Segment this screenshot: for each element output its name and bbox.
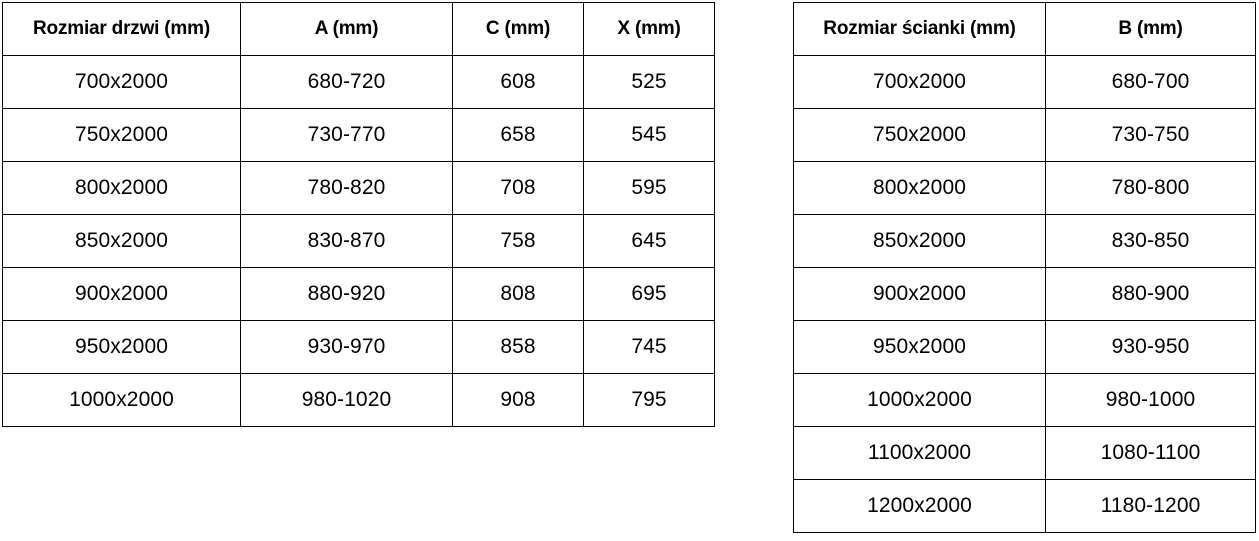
column-header-b: B (mm) [1045, 2, 1256, 56]
table-row: 750x2000 730-750 [793, 108, 1256, 162]
cell-x: 525 [583, 55, 715, 109]
cell-a: 880-920 [240, 267, 453, 321]
cell-b: 1080-1100 [1045, 426, 1256, 480]
table-row: 750x2000 730-770 658 545 [2, 108, 715, 162]
table-row: 950x2000 930-970 858 745 [2, 320, 715, 374]
cell-door-size: 700x2000 [2, 55, 241, 109]
cell-x: 795 [583, 373, 715, 427]
door-size-table: Rozmiar drzwi (mm) A (mm) C (mm) X (mm) … [2, 2, 715, 427]
table-row: 850x2000 830-870 758 645 [2, 214, 715, 268]
cell-a: 980-1020 [240, 373, 453, 427]
cell-x: 545 [583, 108, 715, 162]
cell-wall-size: 700x2000 [793, 55, 1046, 109]
cell-wall-size: 750x2000 [793, 108, 1046, 162]
column-header-c: C (mm) [452, 2, 584, 56]
table-row: 800x2000 780-820 708 595 [2, 161, 715, 215]
cell-door-size: 750x2000 [2, 108, 241, 162]
cell-a: 830-870 [240, 214, 453, 268]
column-header-a: A (mm) [240, 2, 453, 56]
cell-wall-size: 900x2000 [793, 267, 1046, 321]
cell-c: 608 [452, 55, 584, 109]
cell-c: 758 [452, 214, 584, 268]
cell-a: 780-820 [240, 161, 453, 215]
cell-door-size: 950x2000 [2, 320, 241, 374]
cell-c: 908 [452, 373, 584, 427]
cell-c: 808 [452, 267, 584, 321]
table-row: 1100x2000 1080-1100 [793, 426, 1256, 480]
table-row: 850x2000 830-850 [793, 214, 1256, 268]
cell-c: 658 [452, 108, 584, 162]
cell-b: 730-750 [1045, 108, 1256, 162]
table-header-row: Rozmiar drzwi (mm) A (mm) C (mm) X (mm) [2, 2, 715, 56]
cell-a: 730-770 [240, 108, 453, 162]
cell-door-size: 1000x2000 [2, 373, 241, 427]
cell-x: 745 [583, 320, 715, 374]
table-header-row: Rozmiar ścianki (mm) B (mm) [793, 2, 1256, 56]
table-row: 1000x2000 980-1020 908 795 [2, 373, 715, 427]
cell-x: 645 [583, 214, 715, 268]
table-row: 900x2000 880-900 [793, 267, 1256, 321]
cell-wall-size: 950x2000 [793, 320, 1046, 374]
cell-wall-size: 800x2000 [793, 161, 1046, 215]
cell-door-size: 850x2000 [2, 214, 241, 268]
cell-wall-size: 1200x2000 [793, 479, 1046, 533]
cell-b: 780-800 [1045, 161, 1256, 215]
cell-b: 880-900 [1045, 267, 1256, 321]
cell-x: 595 [583, 161, 715, 215]
table-row: 950x2000 930-950 [793, 320, 1256, 374]
column-header-door-size: Rozmiar drzwi (mm) [2, 2, 241, 56]
wall-size-table: Rozmiar ścianki (mm) B (mm) 700x2000 680… [793, 2, 1256, 533]
cell-door-size: 900x2000 [2, 267, 241, 321]
cell-wall-size: 850x2000 [793, 214, 1046, 268]
cell-a: 930-970 [240, 320, 453, 374]
cell-c: 708 [452, 161, 584, 215]
cell-b: 680-700 [1045, 55, 1256, 109]
cell-wall-size: 1100x2000 [793, 426, 1046, 480]
column-header-wall-size: Rozmiar ścianki (mm) [793, 2, 1046, 56]
cell-x: 695 [583, 267, 715, 321]
cell-b: 830-850 [1045, 214, 1256, 268]
table-row: 800x2000 780-800 [793, 161, 1256, 215]
cell-b: 1180-1200 [1045, 479, 1256, 533]
cell-b: 980-1000 [1045, 373, 1256, 427]
table-row: 1200x2000 1180-1200 [793, 479, 1256, 533]
cell-b: 930-950 [1045, 320, 1256, 374]
cell-a: 680-720 [240, 55, 453, 109]
column-header-x: X (mm) [583, 2, 715, 56]
cell-wall-size: 1000x2000 [793, 373, 1046, 427]
table-row: 700x2000 680-720 608 525 [2, 55, 715, 109]
cell-c: 858 [452, 320, 584, 374]
table-row: 900x2000 880-920 808 695 [2, 267, 715, 321]
table-row: 700x2000 680-700 [793, 55, 1256, 109]
table-row: 1000x2000 980-1000 [793, 373, 1256, 427]
cell-door-size: 800x2000 [2, 161, 241, 215]
